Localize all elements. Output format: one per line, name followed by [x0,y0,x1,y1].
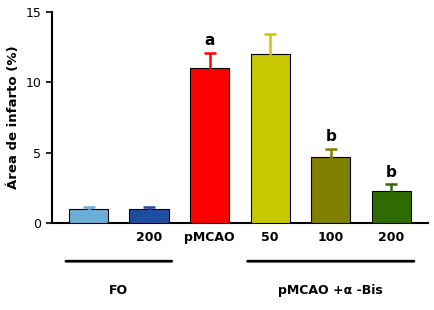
Text: b: b [325,129,335,144]
Bar [69,209,108,223]
Text: b: b [385,165,396,179]
Text: pMCAO +α -Bis: pMCAO +α -Bis [278,285,382,298]
Text: a: a [204,33,214,48]
Text: FO: FO [109,285,128,298]
Bar [190,68,229,223]
Bar [129,209,168,223]
Bar [250,54,289,223]
Bar [310,157,350,223]
Bar [371,191,410,223]
Y-axis label: Área de infarto (%): Área de infarto (%) [7,46,20,189]
